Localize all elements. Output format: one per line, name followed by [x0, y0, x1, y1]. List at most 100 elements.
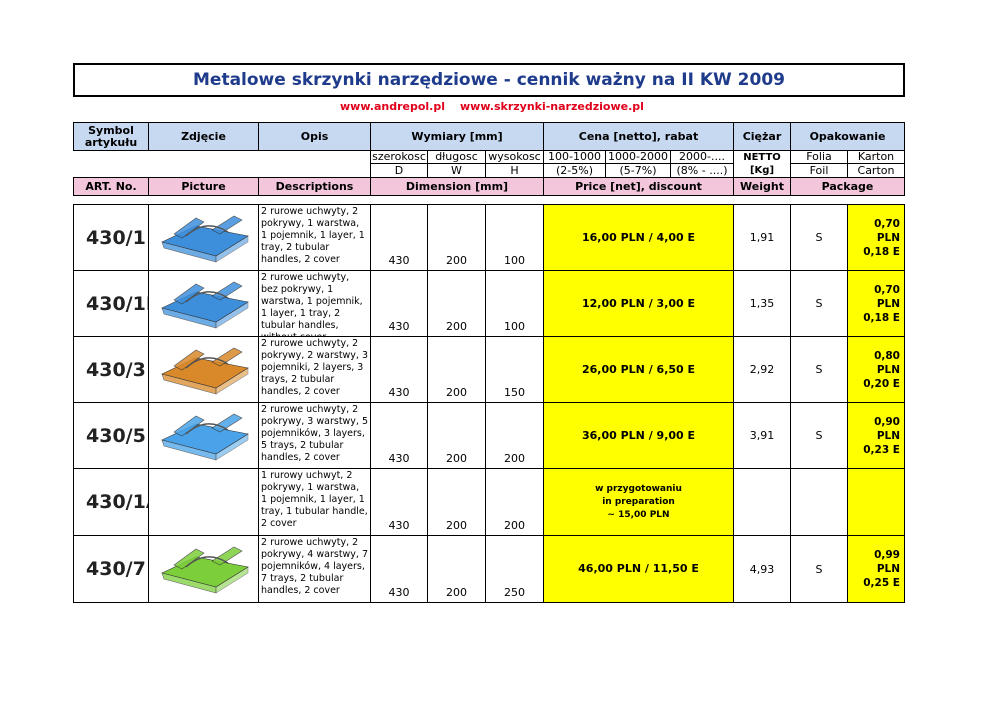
- description-text: 2 rurowe uchwyty, 2 pokrywy, 1 warstwa, …: [261, 206, 365, 265]
- description-text: 2 rurowe uchwyty, 2 pokrywy, 3 warstwy, …: [261, 404, 369, 463]
- price: 16,00 PLN / 4,00 E: [543, 204, 734, 271]
- sub-header: Carton: [847, 163, 905, 178]
- title: Metalowe skrzynki narzędziowe - cennik w…: [73, 63, 905, 97]
- carton: [847, 468, 905, 536]
- toolbox-picture: [160, 347, 249, 395]
- header-cell-text: Zdjęcie: [181, 129, 226, 143]
- sub-header: Karton: [847, 150, 905, 164]
- description-text: 2 rurowe uchwyty, bez pokrywy, 1 warstwa…: [261, 272, 363, 336]
- carton-text: 0,70 PLN: [874, 217, 900, 244]
- sub-header-text: Foil: [809, 163, 829, 177]
- weight: 1,35: [733, 270, 791, 337]
- art-number-text: 430/1: [86, 226, 146, 249]
- dimension: 200: [427, 402, 486, 469]
- link[interactable]: www.skrzynki-narzedziowe.pl: [460, 100, 644, 113]
- header-cell-text: Weight: [740, 180, 784, 193]
- header-cell: Package: [790, 177, 905, 196]
- price: 46,00 PLN / 11,50 E: [543, 535, 734, 603]
- price: w przygotowaniu in preparation ~ 15,00 PLN: [543, 468, 734, 536]
- weight-text: 2,92: [749, 363, 775, 376]
- header-cell-text: Price [net], discount: [575, 180, 702, 193]
- dimension-text: 200: [446, 320, 467, 333]
- carton-text: 0,18 E: [863, 311, 900, 324]
- weight: 2,92: [733, 336, 791, 403]
- dimension: 200: [427, 204, 486, 271]
- sub-header: Folia: [790, 150, 848, 164]
- header-cell: Descriptions: [258, 177, 371, 196]
- dimension-text: 100: [504, 254, 525, 267]
- foil-text: S: [815, 231, 823, 244]
- sub-header: (5-7%): [605, 163, 671, 178]
- price-text: w przygotowaniu: [595, 484, 682, 494]
- weight-text: 1,91: [749, 231, 775, 244]
- art-number: 430/5: [73, 402, 149, 469]
- art-number: 430/3: [73, 336, 149, 403]
- sub-header-text: H: [510, 163, 519, 177]
- header-cell-text: Ciężar: [742, 129, 782, 143]
- sub-header: (2-5%): [543, 163, 606, 178]
- dimension-text: 250: [504, 586, 525, 599]
- dimension-text: 200: [504, 519, 525, 532]
- description: 2 rurowe uchwyty, 2 pokrywy, 4 warstwy, …: [258, 535, 371, 603]
- foil: S: [790, 535, 848, 603]
- dimension-text: 200: [504, 452, 525, 465]
- picture-cell: [148, 336, 259, 403]
- sub-header-text: Karton: [857, 150, 895, 163]
- carton: 0,90 PLN 0,23 E: [847, 402, 905, 469]
- description-text: 2 rurowe uchwyty, 2 pokrywy, 2 warstwy, …: [261, 338, 369, 397]
- description: 1 rurowy uchwyt, 2 pokrywy, 1 warstwa, 1…: [258, 468, 371, 536]
- weight: 1,91: [733, 204, 791, 271]
- description-text: 1 rurowy uchwyt, 2 pokrywy, 1 warstwa, 1…: [261, 470, 368, 529]
- picture-cell: [148, 270, 259, 337]
- header-cell: Wymiary [mm]: [370, 122, 544, 151]
- foil: [790, 468, 848, 536]
- carton-text: 0,25 E: [863, 577, 900, 589]
- dimension: 100: [485, 204, 544, 271]
- header-cell: Dimension [mm]: [370, 177, 544, 196]
- toolbox-picture: [160, 546, 249, 594]
- price: 26,00 PLN / 6,50 E: [543, 336, 734, 403]
- header-cell: Price [net], discount: [543, 177, 734, 196]
- carton-text: 0,18 E: [863, 245, 900, 258]
- price-text: 26,00 PLN / 6,50 E: [581, 362, 696, 376]
- sub-header-text: 100-1000: [548, 150, 601, 163]
- foil-text: S: [815, 562, 823, 576]
- price-text: 46,00 PLN / 11,50 E: [578, 562, 699, 575]
- dimension-text: 430: [388, 519, 410, 532]
- toolbox-picture: [160, 215, 249, 263]
- dimension: 430: [370, 535, 428, 603]
- weight-text: 3,91: [749, 429, 775, 442]
- link[interactable]: www.andrepol.pl: [340, 100, 445, 113]
- dimension: 430: [370, 468, 428, 536]
- sub-header: 1000-2000: [605, 150, 671, 164]
- dimension: 200: [427, 336, 486, 403]
- dimension: 100: [485, 270, 544, 337]
- header-cell-text: Picture: [181, 180, 226, 193]
- dimension-text: 200: [446, 386, 467, 399]
- carton-text: 0,70 PLN: [874, 283, 900, 310]
- dimension: 150: [485, 336, 544, 403]
- dimension-text: 200: [446, 452, 467, 465]
- dimension: 430: [370, 402, 428, 469]
- art-number: 430/1B: [73, 270, 149, 337]
- price-text: 12,00 PLN / 3,00 E: [581, 296, 696, 310]
- header-cell: Opis: [258, 122, 371, 151]
- foil: S: [790, 204, 848, 271]
- picture-cell: [148, 402, 259, 469]
- price-text: 36,00 PLN / 9,00 E: [581, 428, 696, 442]
- dimension-text: 200: [446, 586, 467, 599]
- header-cell: Symbol artykułu: [73, 122, 149, 151]
- dimension: 430: [370, 270, 428, 337]
- description: 2 rurowe uchwyty, 2 pokrywy, 2 warstwy, …: [258, 336, 371, 403]
- dimension-text: 430: [388, 320, 410, 333]
- sub-header-text: [Kg]: [749, 165, 775, 176]
- sub-header-text: szerokosc: [372, 150, 426, 163]
- foil: S: [790, 402, 848, 469]
- art-number-text: 430/7: [86, 558, 146, 580]
- sub-header-text: (8% - ....): [676, 163, 728, 177]
- carton: 0,80 PLN 0,20 E: [847, 336, 905, 403]
- carton-text: 0,80 PLN: [874, 349, 900, 376]
- sub-header: H: [485, 163, 544, 178]
- header-cell-text: Opakowanie: [809, 129, 886, 143]
- sub-header: D: [370, 163, 428, 178]
